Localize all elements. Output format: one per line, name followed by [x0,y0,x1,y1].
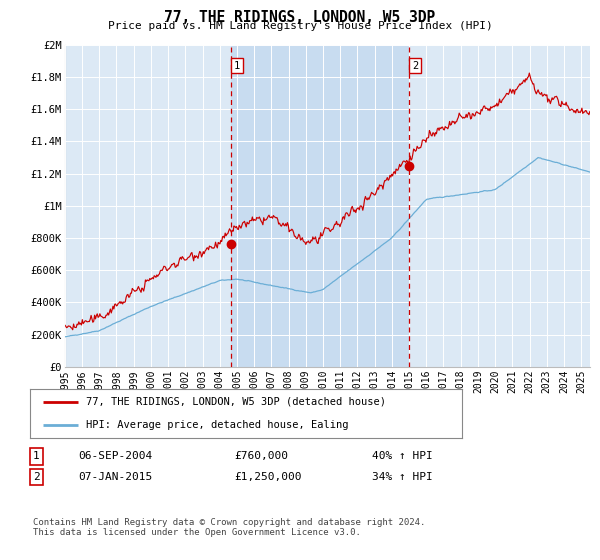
Text: Contains HM Land Registry data © Crown copyright and database right 2024.
This d: Contains HM Land Registry data © Crown c… [33,518,425,538]
Text: £1,250,000: £1,250,000 [234,472,302,482]
Text: 2: 2 [33,472,40,482]
Text: 77, THE RIDINGS, LONDON, W5 3DP: 77, THE RIDINGS, LONDON, W5 3DP [164,10,436,25]
Text: 06-SEP-2004: 06-SEP-2004 [78,451,152,461]
Text: 40% ↑ HPI: 40% ↑ HPI [372,451,433,461]
Text: 34% ↑ HPI: 34% ↑ HPI [372,472,433,482]
Text: £760,000: £760,000 [234,451,288,461]
Text: 1: 1 [33,451,40,461]
Text: HPI: Average price, detached house, Ealing: HPI: Average price, detached house, Eali… [86,419,349,430]
Text: Price paid vs. HM Land Registry's House Price Index (HPI): Price paid vs. HM Land Registry's House … [107,21,493,31]
Text: 07-JAN-2015: 07-JAN-2015 [78,472,152,482]
Bar [231,45,409,367]
Text: 2: 2 [412,60,418,71]
Text: 1: 1 [234,60,240,71]
Text: 77, THE RIDINGS, LONDON, W5 3DP (detached house): 77, THE RIDINGS, LONDON, W5 3DP (detache… [86,397,386,407]
